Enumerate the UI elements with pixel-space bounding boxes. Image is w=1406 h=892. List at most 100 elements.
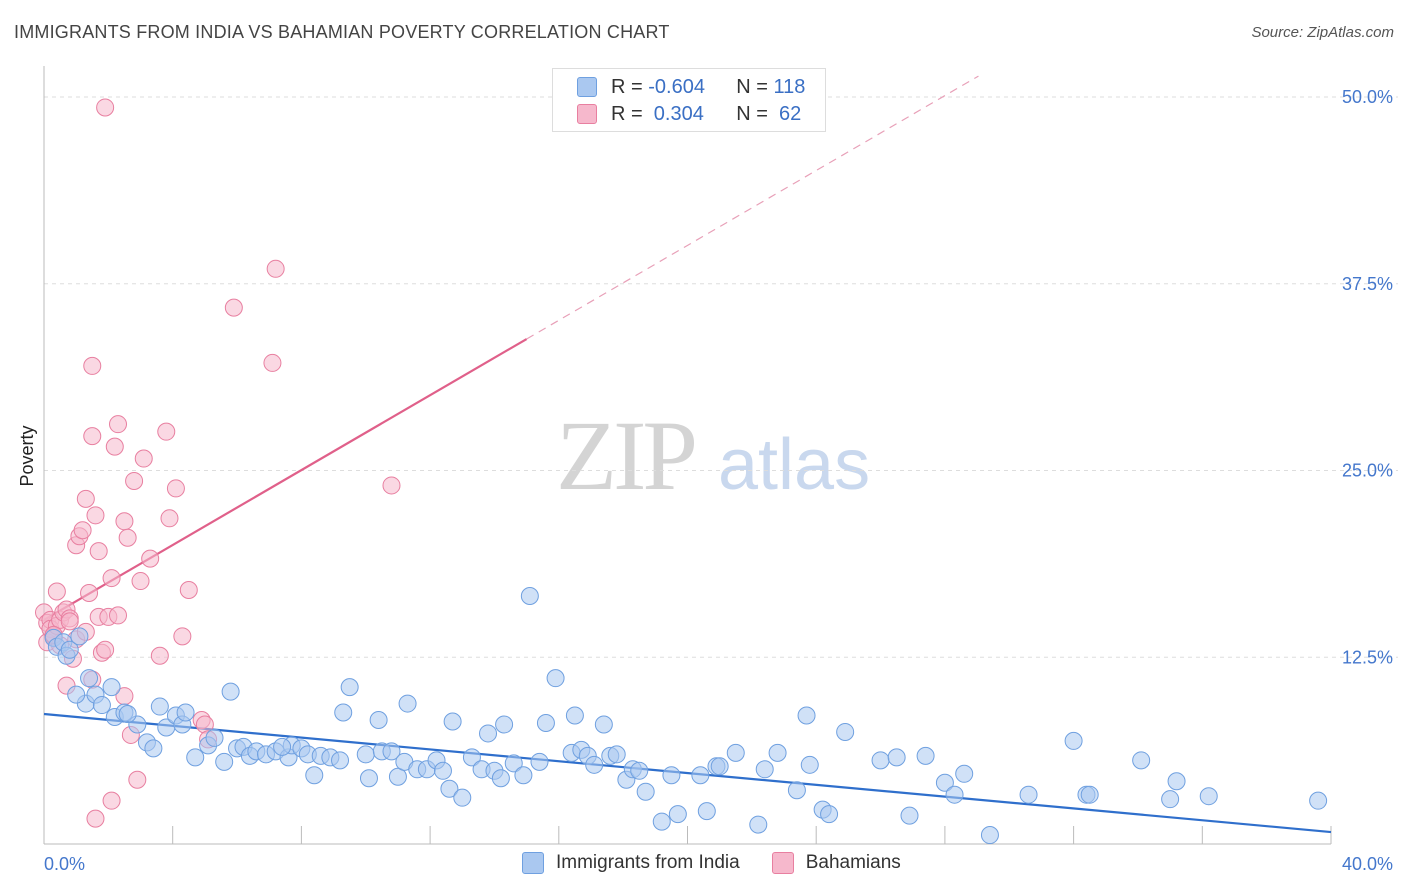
point-bahamians [160, 509, 179, 528]
point-india [662, 766, 681, 785]
point-bahamians [166, 479, 185, 498]
point-india [453, 788, 472, 807]
point-bahamians [115, 512, 134, 531]
legend-r-label: R = [611, 75, 649, 98]
point-india [565, 706, 584, 725]
legend-n-label: N = [736, 102, 774, 125]
tick-labels: 12.5% 25.0% 37.5% 50.0% 0.0% 40.0% [44, 87, 1393, 874]
point-india [820, 805, 839, 824]
point-india [443, 712, 462, 731]
point-bahamians [102, 569, 121, 588]
point-bahamians [382, 476, 401, 495]
point-bahamians [150, 646, 169, 665]
series-swatch-india [522, 852, 544, 874]
point-india [221, 682, 240, 701]
point-india [755, 760, 774, 779]
point-india [359, 769, 378, 788]
point-india [150, 697, 169, 716]
point-india [340, 678, 359, 697]
point-india [1019, 785, 1038, 804]
point-india [1167, 772, 1186, 791]
legend-row-bahamians: R = 0.304 N = 62 [577, 101, 801, 127]
series-legend: Immigrants from India Bahamians [522, 852, 933, 874]
point-bahamians [80, 584, 99, 603]
y-axis-label: Poverty [17, 425, 37, 486]
point-india [388, 767, 407, 786]
point-bahamians [134, 449, 153, 468]
legend-n-value: 62 [773, 102, 802, 125]
legend-n-label: N = [736, 75, 774, 98]
point-india [1161, 790, 1180, 809]
point-bahamians [266, 259, 285, 278]
point-india [749, 815, 768, 834]
point-bahamians [60, 612, 79, 631]
point-india [630, 761, 649, 780]
point-bahamians [76, 489, 95, 508]
series-swatch-bahamians [771, 852, 794, 874]
legend-row-india: R = -0.604 N = 118 [577, 74, 805, 100]
trend-line-bahamians [43, 338, 528, 621]
point-india [585, 755, 604, 774]
point-india [546, 669, 565, 688]
legend-r-value: -0.604 [648, 75, 705, 98]
legend-n-value: 118 [773, 75, 806, 98]
point-india [710, 757, 729, 776]
point-india [836, 722, 855, 741]
point-india [356, 745, 375, 764]
point-india [369, 710, 388, 729]
point-india [67, 685, 86, 704]
point-india [491, 769, 510, 788]
point-india [60, 640, 79, 659]
data-points [35, 98, 1328, 845]
point-india [887, 748, 906, 767]
y-tick-label: 25.0% [1342, 461, 1393, 481]
legend-r-label: R = [611, 102, 649, 125]
point-india [1064, 731, 1083, 750]
point-india [176, 703, 195, 722]
point-india [102, 678, 121, 697]
chart-source: Source: ZipAtlas.com [1251, 24, 1394, 41]
point-bahamians [102, 791, 121, 810]
point-india [652, 812, 671, 831]
point-bahamians [83, 427, 102, 446]
point-india [916, 746, 935, 765]
point-india [668, 805, 687, 824]
series-legend-india[interactable]: Immigrants from India [522, 852, 740, 874]
series-label-india: Immigrants from India [556, 852, 740, 873]
y-tick-label: 37.5% [1342, 274, 1393, 294]
point-india [331, 751, 350, 770]
series-legend-bahamians[interactable]: Bahamians [771, 852, 901, 874]
point-bahamians [105, 437, 124, 456]
point-india [726, 743, 745, 762]
point-bahamians [128, 770, 147, 789]
point-india [1309, 791, 1328, 810]
point-india [800, 755, 819, 774]
point-india [80, 669, 99, 688]
point-india [530, 752, 549, 771]
point-bahamians [109, 606, 128, 625]
y-tick-label: 50.0% [1342, 87, 1393, 107]
axes [43, 66, 1332, 845]
point-bahamians [83, 356, 102, 375]
point-india [1132, 751, 1151, 770]
correlation-legend: R = -0.604 N = 118 R = 0.304 N = 62 [552, 68, 826, 132]
point-india [1199, 787, 1218, 806]
x-tick-label: 0.0% [44, 854, 85, 874]
point-india [273, 737, 292, 756]
series-label-bahamians: Bahamians [805, 852, 901, 873]
point-india [797, 706, 816, 725]
point-bahamians [86, 506, 105, 525]
chart-title: IMMIGRANTS FROM INDIA VS BAHAMIAN POVERT… [14, 22, 670, 42]
point-india [787, 781, 806, 800]
legend-swatch-india [577, 77, 597, 97]
grid-lines [44, 96, 1398, 658]
x-tick-label: 40.0% [1342, 854, 1393, 874]
point-india [594, 715, 613, 734]
point-india [334, 703, 353, 722]
point-india [440, 779, 459, 798]
point-india [636, 782, 655, 801]
point-india [935, 773, 954, 792]
point-india [92, 696, 111, 715]
point-india [462, 748, 481, 767]
